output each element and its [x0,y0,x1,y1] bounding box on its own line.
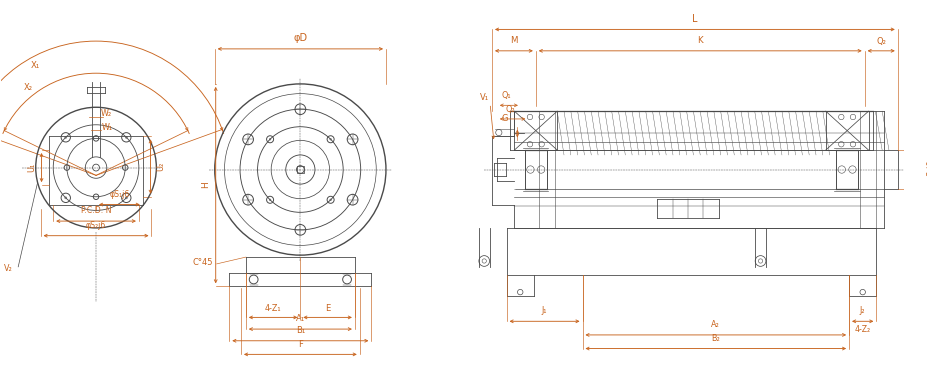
Text: φS₁j6: φS₁j6 [109,190,130,199]
Text: 4-Z₁: 4-Z₁ [264,303,281,313]
Text: V₂: V₂ [4,264,13,273]
Text: Q₁: Q₁ [502,92,511,100]
Text: H: H [201,182,210,188]
Text: W₁: W₁ [102,123,113,132]
Text: C°45: C°45 [193,258,213,267]
Text: J₁: J₁ [541,307,547,316]
Text: G: G [501,114,507,123]
Text: X₂: X₂ [23,83,32,92]
Text: K: K [697,36,703,45]
Text: φS₂j6: φS₂j6 [925,159,927,180]
Bar [297,166,303,173]
Text: φS₂j6: φS₂j6 [86,221,106,230]
Text: L: L [692,14,697,24]
Text: U₁: U₁ [27,163,36,172]
Text: A₂: A₂ [711,320,719,329]
Text: φD: φD [293,33,307,43]
Text: B₁: B₁ [296,326,305,335]
Text: 4-Z₂: 4-Z₂ [854,325,870,334]
Text: P.C.D. N: P.C.D. N [81,206,111,215]
Text: B₂: B₂ [711,334,719,343]
Text: F: F [298,340,302,349]
Text: E: E [324,303,330,313]
Text: U₂: U₂ [156,162,165,171]
Text: J₂: J₂ [859,307,865,316]
Text: Q₂: Q₂ [875,37,885,46]
Text: A₁: A₁ [296,314,305,323]
Text: V₁: V₁ [479,93,489,102]
Text: W₂: W₂ [100,109,111,118]
Text: M: M [510,36,517,45]
Text: X₁: X₁ [31,61,41,70]
Text: Q₂: Q₂ [505,105,514,114]
